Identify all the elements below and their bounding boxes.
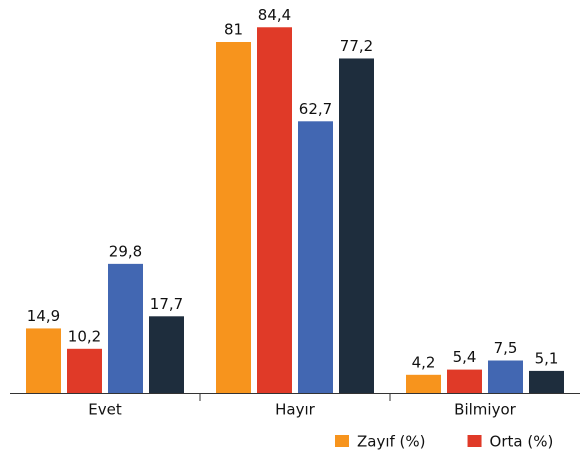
bar — [529, 370, 564, 393]
legend-swatch — [335, 435, 349, 447]
bar — [298, 121, 333, 394]
data-label: 10,2 — [68, 327, 101, 345]
bar — [108, 263, 143, 393]
bar — [149, 316, 184, 393]
data-label: 62,7 — [299, 100, 332, 118]
bar — [67, 348, 102, 393]
bar — [216, 42, 251, 393]
data-label: 14,9 — [27, 307, 60, 325]
data-label: 5,4 — [453, 348, 477, 366]
bar — [488, 360, 523, 393]
x-tick-label: Evet — [88, 401, 122, 419]
x-tick-label: Hayır — [275, 401, 316, 419]
x-tick-label: Bilmiyor — [454, 401, 516, 419]
data-label: 5,1 — [535, 349, 559, 367]
bar — [406, 374, 441, 393]
data-label: 77,2 — [340, 37, 373, 55]
legend-swatch — [467, 435, 482, 447]
data-label: 29,8 — [109, 242, 142, 260]
bar — [447, 369, 482, 393]
data-label: 81 — [224, 21, 243, 39]
legend-label: Orta (%) — [490, 433, 554, 451]
data-label: 84,4 — [258, 6, 291, 24]
bar — [26, 328, 61, 393]
bar — [257, 27, 292, 394]
data-label: 4,2 — [412, 353, 436, 371]
data-label: 7,5 — [494, 339, 518, 357]
legend-label: Zayıf (%) — [357, 433, 426, 451]
data-label: 17,7 — [150, 295, 183, 313]
bar — [339, 58, 374, 393]
